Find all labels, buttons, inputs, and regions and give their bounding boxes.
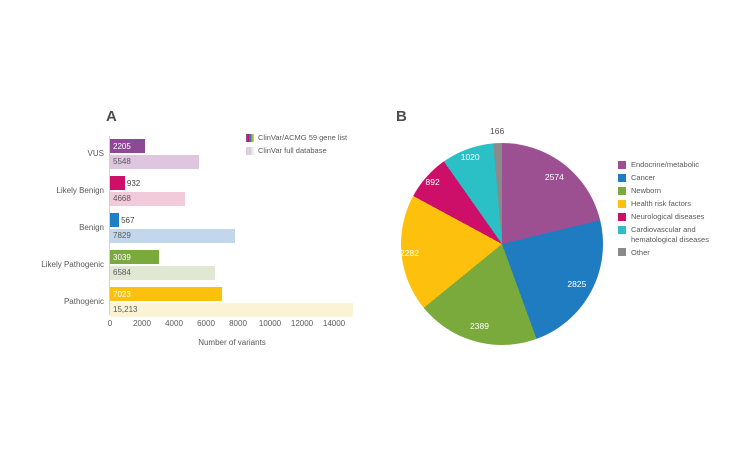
legend-label: Newborn — [631, 186, 662, 195]
legend-swatch-icon — [618, 225, 626, 234]
legend-swatch-icon — [618, 173, 626, 182]
x-axis-tick-label: 10000 — [258, 319, 282, 328]
legend-item: Endocrine/metabolic — [618, 160, 726, 170]
legend-label: ClinVar/ACMG 59 gene list — [258, 133, 348, 142]
legend-item: Cancer — [618, 173, 726, 183]
pie-chart — [401, 143, 603, 345]
legend-label: Cardiovascular and hematological disease… — [631, 225, 709, 244]
legend-label: Cancer — [631, 173, 656, 182]
legend-label: Health risk factors — [631, 199, 692, 208]
bar-category-label: Benign — [79, 223, 104, 233]
bar-value-label: 2205 — [113, 141, 131, 151]
bar-value-label: 6584 — [113, 268, 131, 277]
legend-swatch-icon — [246, 133, 254, 142]
bar-chart: VUS 2205 5548 Likely Benign 932 4668 Benign 567… — [30, 139, 354, 324]
bar-acmg-list: 3039 — [110, 250, 159, 264]
bar-value-label: 15,213 — [113, 305, 138, 314]
bar-full-database: 7829 — [110, 228, 236, 243]
bar-chart-y-axis-line — [109, 136, 110, 315]
x-axis-tick-label: 12000 — [290, 319, 314, 328]
legend-item: Health risk factors — [618, 199, 726, 209]
bar-group: Likely Benign 932 4668 — [30, 176, 353, 206]
x-axis-tick-label: 0 — [107, 319, 113, 328]
bar-acmg-list: 567 — [110, 213, 134, 227]
bar-acmg-list: 2205 — [110, 139, 146, 153]
legend-item: ClinVar/ACMG 59 gene list — [246, 133, 347, 142]
legend-swatch-icon — [618, 212, 626, 221]
bar-group: VUS 2205 5548 — [30, 139, 353, 169]
bar-chart-legend: ClinVar/ACMG 59 gene list ClinVar full da… — [246, 133, 347, 159]
pie-slice-value-label: 166 — [490, 126, 505, 136]
bar-category-label: Likely Pathogenic — [41, 260, 104, 270]
x-axis-tick-label: 6000 — [197, 319, 215, 328]
bar-value-label: 4668 — [113, 194, 131, 203]
bar-group: Benign 567 7829 — [30, 213, 353, 243]
x-axis-tick-label: 4000 — [165, 319, 183, 328]
bar-full-database: 4668 — [110, 191, 185, 206]
legend-item: Cardiovascular and hematological disease… — [618, 225, 726, 244]
bar-acmg-list: 932 — [110, 176, 140, 190]
bar-category-label: Likely Benign — [56, 186, 104, 196]
bar-full-database: 5548 — [110, 154, 199, 169]
bar-group: Pathogenic 7023 15,213 — [30, 287, 354, 317]
bar-group: Likely Pathogenic 3039 6584 — [30, 250, 353, 280]
bar-chart-x-axis-label: Number of variants — [198, 338, 266, 347]
x-axis-tick-label: 2000 — [133, 319, 151, 328]
bar-full-database: 6584 — [110, 265, 216, 280]
bar-category-label: Pathogenic — [63, 297, 104, 307]
bar-category-label: VUS — [87, 149, 104, 159]
bar-acmg-list: 7023 — [110, 287, 223, 301]
bar-value-label: 7829 — [113, 231, 131, 240]
legend-swatch-icon — [618, 186, 626, 195]
legend-swatch-icon — [618, 199, 626, 208]
bar-chart-x-axis-ticks: 0 2000 4000 6000 8000 10000 12000 14000 — [107, 319, 360, 329]
pie-chart-legend: Endocrine/metabolic Cancer Newborn Health r… — [618, 160, 726, 261]
legend-label: Other — [631, 247, 650, 257]
bar-value-label: 5548 — [113, 157, 131, 166]
panel-a-letter: A — [106, 108, 117, 125]
legend-item: Newborn — [618, 186, 726, 196]
panel-b-letter: B — [396, 108, 407, 125]
legend-swatch-icon — [246, 146, 254, 155]
x-axis-tick-label: 8000 — [229, 319, 247, 328]
bar-value-label: 567 — [121, 215, 135, 225]
legend-label: ClinVar full database — [258, 146, 327, 155]
bar-full-database: 15,213 — [110, 302, 354, 317]
legend-swatch-icon — [618, 248, 626, 256]
legend-label: Neurological diseases — [631, 212, 705, 221]
bar-value-label: 3039 — [113, 252, 131, 262]
legend-item: Neurological diseases — [618, 212, 726, 222]
bar-value-label: 7023 — [113, 289, 131, 299]
x-axis-tick-label: 14000 — [322, 319, 346, 328]
legend-label: Endocrine/metabolic — [631, 160, 699, 169]
legend-swatch-icon — [618, 160, 626, 169]
legend-item: ClinVar full database — [246, 146, 347, 155]
legend-item: Other — [618, 248, 726, 258]
bar-value-label: 932 — [126, 178, 141, 188]
